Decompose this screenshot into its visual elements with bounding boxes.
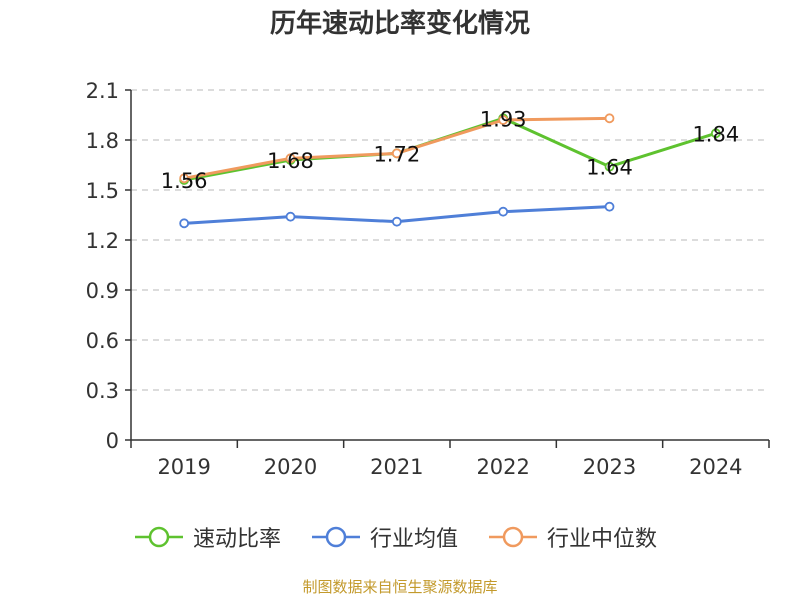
y-tick-label: 0.9 <box>86 279 119 303</box>
legend-label: 速动比率 <box>193 527 282 552</box>
y-tick-label: 2.1 <box>86 79 119 103</box>
legend-label: 行业均值 <box>370 527 459 552</box>
x-tick-label: 2024 <box>689 455 742 479</box>
legend: 速动比率 行业均值 行业中位数 <box>0 520 800 554</box>
legend-item-speed-ratio[interactable]: 速动比率 <box>133 520 281 554</box>
grid-lines <box>131 89 769 391</box>
data-point <box>498 206 509 217</box>
x-tick-label: 2022 <box>476 455 529 479</box>
legend-line-marker-icon <box>135 526 183 548</box>
legend-line-marker-icon <box>489 526 537 548</box>
y-tick-label: 1.5 <box>86 179 119 203</box>
legend-circle <box>148 526 170 548</box>
data-label: 1.72 <box>373 142 420 166</box>
x-tick-label: 2020 <box>264 455 317 479</box>
x-tick-label: 2021 <box>370 455 423 479</box>
data-point <box>391 148 402 159</box>
x-tick-label: 2023 <box>583 455 636 479</box>
data-point <box>285 153 296 164</box>
legend-circle <box>502 526 524 548</box>
legend-line-marker-icon <box>312 526 360 548</box>
axes: 0 0.3 0.6 0.9 1.2 1.5 1.8 2.1 2019 2020 2021 2022 20… <box>86 79 770 479</box>
series-lines <box>179 113 721 229</box>
series-line <box>183 116 717 182</box>
data-point <box>710 128 721 139</box>
data-label: 1.93 <box>480 107 527 131</box>
data-point <box>179 173 190 184</box>
legend-circle <box>325 526 347 548</box>
data-point <box>604 161 615 172</box>
data-labels: 1.56 1.68 1.72 1.93 1.64 1.84 <box>161 107 739 193</box>
source-note: 制图数据来自恒生聚源数据库 <box>302 578 498 596</box>
data-point <box>604 201 615 212</box>
y-tick-label: 1.8 <box>86 129 119 153</box>
legend-item-industry-median[interactable]: 行业中位数 <box>487 520 657 554</box>
data-label: 1.84 <box>692 122 739 146</box>
data-point <box>179 218 190 229</box>
data-point <box>498 115 509 125</box>
x-tick-label: 2019 <box>157 455 210 479</box>
data-point <box>285 211 296 222</box>
chart-title: 历年速动比率变化情况 <box>269 9 530 39</box>
data-point <box>604 113 615 124</box>
data-label: 1.68 <box>267 149 314 173</box>
data-label: 1.64 <box>586 156 633 180</box>
legend-label: 行业中位数 <box>547 527 658 552</box>
legend-item-industry-mean[interactable]: 行业均值 <box>310 520 458 554</box>
y-tick-label: 1.2 <box>86 229 119 253</box>
y-tick-label: 0 <box>106 429 119 453</box>
y-tick-label: 0.6 <box>86 329 119 353</box>
y-tick-label: 0.3 <box>86 379 119 403</box>
data-label: 1.56 <box>161 169 208 193</box>
data-point <box>391 216 402 227</box>
